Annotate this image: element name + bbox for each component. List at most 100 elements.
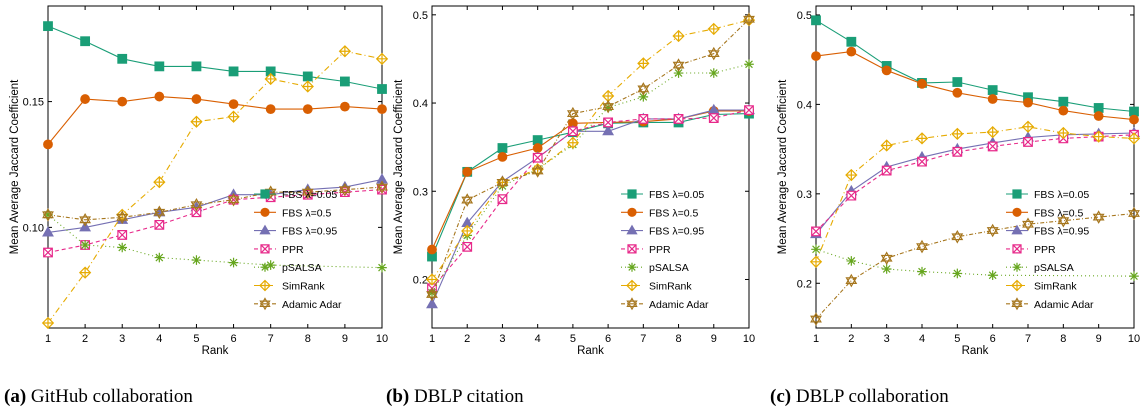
data-point <box>80 240 90 250</box>
data-point <box>952 87 963 98</box>
legend: FBS λ=0.05 FBS λ=0.5 FBS λ=0.95 PPR pSALSA Si… <box>1006 189 1094 311</box>
data-point <box>1129 114 1139 125</box>
series-5 <box>809 120 1141 268</box>
series-line <box>47 179 383 233</box>
data-point <box>846 46 857 57</box>
data-point <box>338 45 352 58</box>
data-point <box>1093 111 1104 121</box>
data-point <box>1057 213 1070 228</box>
data-point <box>881 264 892 274</box>
legend-marker <box>260 262 270 272</box>
x-tick-label: 3 <box>499 333 505 345</box>
x-tick-label: 4 <box>535 333 541 345</box>
data-point <box>1129 106 1139 117</box>
data-point <box>566 106 579 121</box>
caption-text: GitHub collaboration <box>26 386 193 407</box>
series-line <box>47 50 383 324</box>
caption-letter: (a) <box>4 386 26 407</box>
data-point <box>846 190 857 201</box>
data-point <box>228 66 239 77</box>
data-point <box>987 141 998 152</box>
y-tick-label: 0.3 <box>413 186 428 198</box>
x-tick-label: 9 <box>342 333 348 345</box>
data-point <box>42 208 54 222</box>
series-line <box>47 96 383 145</box>
data-point <box>426 287 438 302</box>
series-line <box>431 109 750 289</box>
y-tick-label: 0.15 <box>23 97 44 109</box>
data-point <box>339 76 350 87</box>
legend-label: FBS λ=0.5 <box>1034 207 1083 219</box>
data-point <box>377 104 387 115</box>
series-line <box>431 63 750 293</box>
data-point <box>1021 120 1035 133</box>
chart-panel-2: 1 2 3 4 5 6 7 8 9 10 0.2 0.3 0.4 0.5 Rank Mean Average … <box>386 5 756 407</box>
legend-label: FBS λ=0.95 <box>649 226 704 238</box>
data-point <box>845 273 858 288</box>
data-point <box>377 84 387 94</box>
data-point <box>637 57 650 70</box>
data-point <box>532 152 543 163</box>
series-4 <box>427 59 754 298</box>
x-tick-label: 7 <box>1025 333 1031 345</box>
data-point <box>461 224 474 238</box>
data-point <box>673 114 684 124</box>
caption-letter: (b) <box>386 386 409 407</box>
legend-marker <box>1011 297 1023 311</box>
data-point <box>951 229 964 244</box>
series-5 <box>41 45 389 330</box>
y-tick-label: 0.3 <box>797 189 812 201</box>
data-point <box>952 146 963 157</box>
legend-label: Adamic Adar <box>649 299 709 311</box>
legend-marker <box>260 207 270 217</box>
data-point <box>917 156 927 167</box>
data-point <box>603 117 614 128</box>
legend-label: FBS λ=0.95 <box>282 226 337 238</box>
y-axis-label: Mean Average Jaccard Coefficient <box>9 79 21 255</box>
data-point <box>532 143 543 153</box>
x-tick-label: 10 <box>743 333 755 345</box>
data-point <box>42 226 54 237</box>
data-point <box>191 207 202 218</box>
data-point <box>191 61 202 72</box>
data-point <box>497 151 508 162</box>
x-tick-label: 1 <box>45 333 51 345</box>
y-tick-label: 0.10 <box>23 222 44 234</box>
data-point <box>79 213 92 227</box>
data-point <box>80 36 91 47</box>
series-line <box>431 18 750 295</box>
data-point <box>426 297 438 309</box>
legend-marker <box>1012 207 1022 217</box>
data-point <box>811 51 821 61</box>
data-point <box>338 182 351 197</box>
data-point <box>672 29 685 43</box>
legend: FBS λ=0.05 FBS λ=0.5 FBS λ=0.95 PPR pSALSA Si… <box>254 189 342 311</box>
series-0 <box>811 15 1139 117</box>
data-point <box>43 139 53 150</box>
x-tick-label: 6 <box>990 333 996 345</box>
legend-marker <box>259 297 271 311</box>
data-point <box>1127 132 1141 145</box>
legend-label: FBS λ=0.05 <box>649 189 704 201</box>
series-1 <box>811 46 1139 125</box>
data-point <box>1058 96 1069 107</box>
data-point <box>461 193 474 207</box>
data-point <box>1022 217 1034 232</box>
data-point <box>708 113 719 123</box>
data-point <box>602 99 615 114</box>
data-point <box>987 85 998 95</box>
data-point <box>811 226 821 237</box>
chart-panel-3: 1 2 3 4 5 6 7 8 9 10 0.2 0.3 0.4 0.5 Rank Mean Average … <box>770 5 1141 407</box>
legend-marker <box>259 224 271 235</box>
data-point <box>1093 103 1104 113</box>
series-2 <box>426 103 755 309</box>
data-point <box>376 173 388 184</box>
data-point <box>708 68 719 78</box>
series-3 <box>427 105 754 294</box>
data-point <box>227 110 240 123</box>
series-3 <box>811 129 1139 237</box>
legend-marker <box>626 297 638 311</box>
y-tick-label: 0.4 <box>413 98 428 110</box>
data-point <box>302 71 313 82</box>
data-point <box>846 36 857 47</box>
